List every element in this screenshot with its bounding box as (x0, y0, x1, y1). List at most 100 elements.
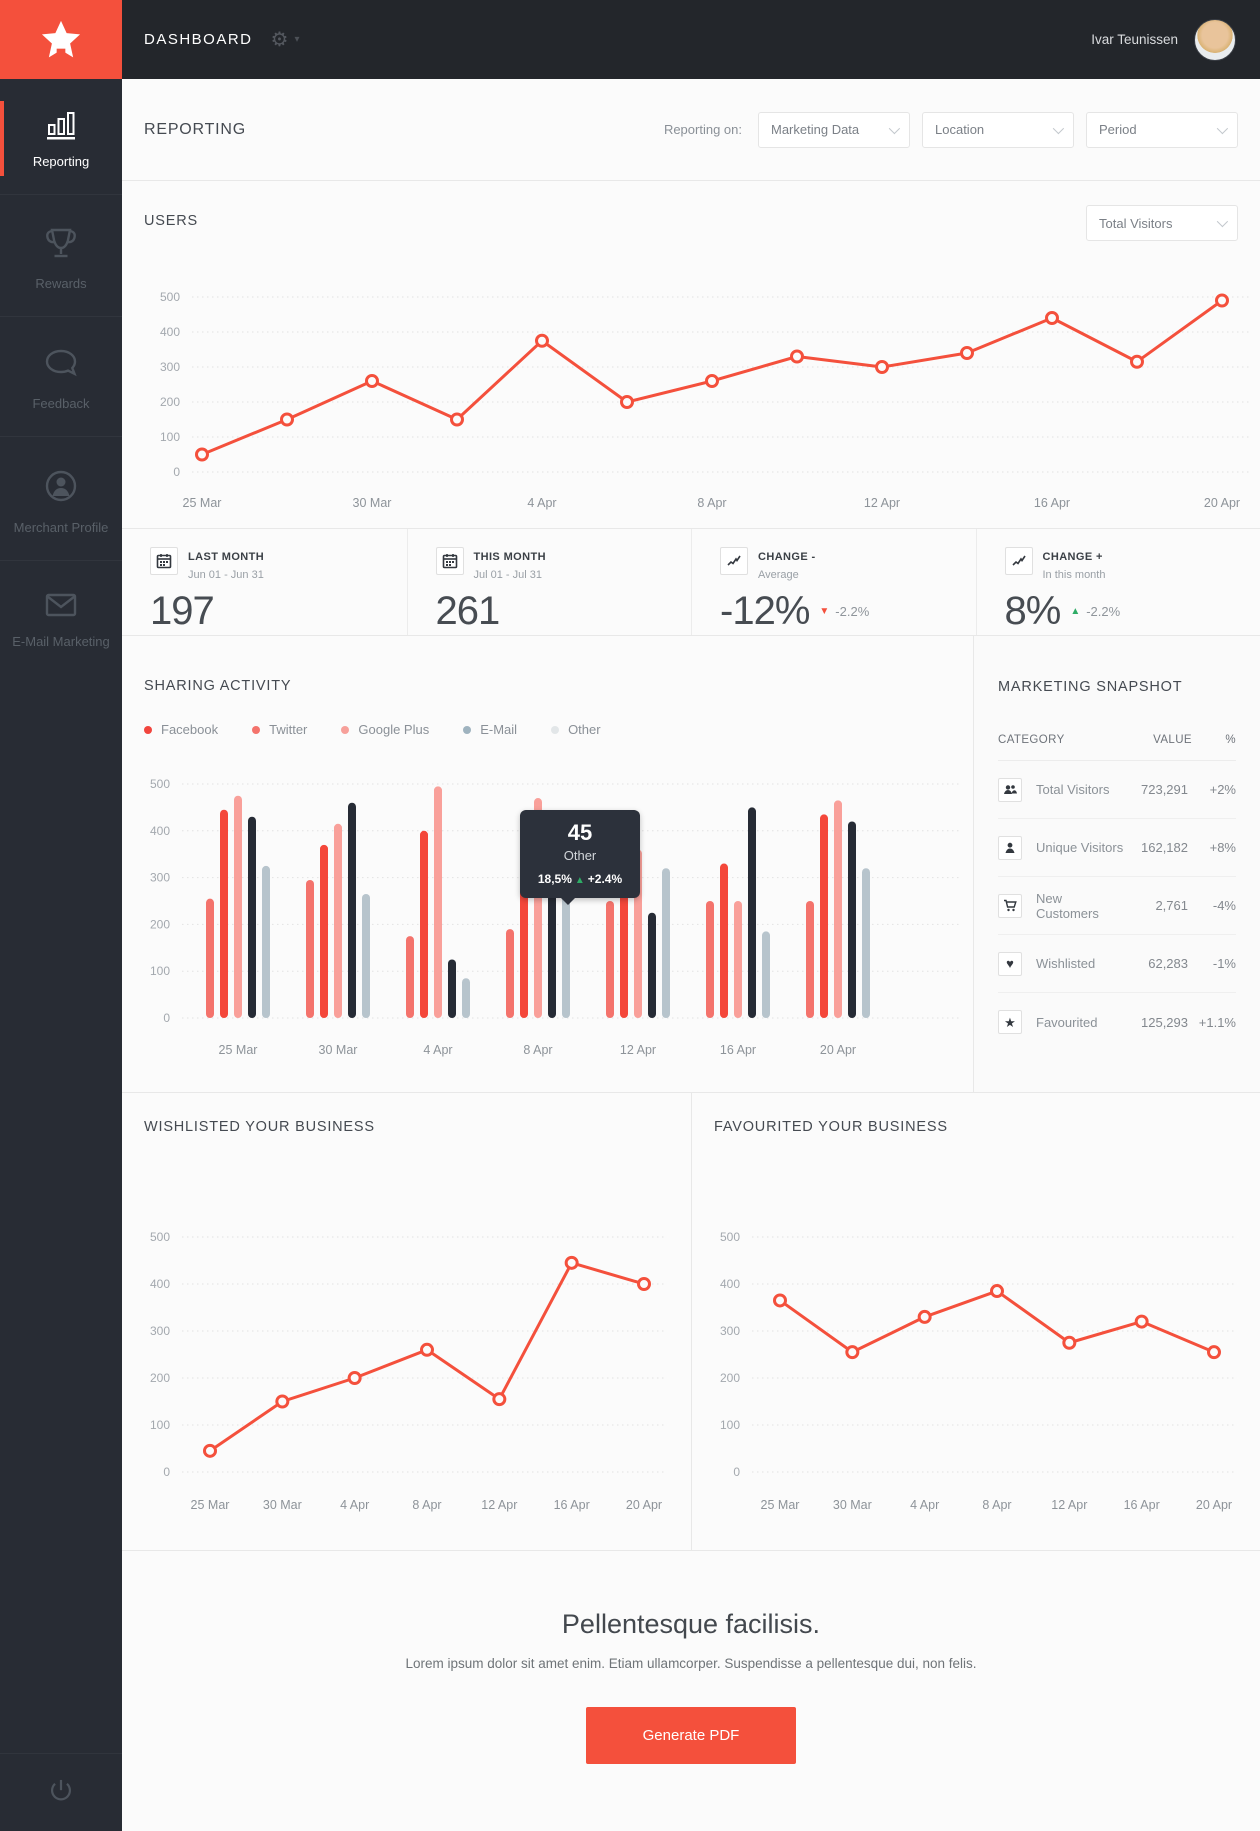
table-row[interactable]: Unique Visitors 162,182 +8% (998, 819, 1236, 877)
legend-item-google-plus[interactable]: Google Plus (341, 722, 429, 737)
chevron-down-icon (888, 122, 901, 134)
stat-change-minus: CHANGE - Average -12% ▼ -2.2% (691, 529, 976, 635)
svg-text:100: 100 (150, 1418, 170, 1432)
select-value: Period (1099, 122, 1137, 137)
trophy-icon (46, 228, 76, 258)
svg-text:30 Mar: 30 Mar (263, 1498, 302, 1512)
sidebar-item-email-marketing[interactable]: E-Mail Marketing (0, 560, 122, 674)
legend-item-facebook[interactable]: Facebook (144, 722, 218, 737)
table-row[interactable]: ♥ Wishlisted 62,283 -1% (998, 935, 1236, 993)
svg-text:16 Apr: 16 Apr (1034, 496, 1070, 510)
svg-text:500: 500 (150, 1230, 170, 1244)
svg-text:200: 200 (150, 1371, 170, 1385)
logout-button[interactable] (0, 1753, 122, 1831)
svg-text:400: 400 (160, 325, 180, 339)
stat-change-plus: CHANGE + In this month 8% ▲ -2.2% (975, 529, 1260, 635)
svg-text:300: 300 (150, 1324, 170, 1338)
bottom-charts-section: WISHLISTED YOUR BUSINESS 0 100 200 300 400 50… (122, 1093, 1260, 1551)
middle-section: SHARING ACTIVITY Facebook Twitter Google… (122, 636, 1260, 1093)
sidebar-item-label: Merchant Profile (13, 520, 109, 535)
wishlisted-panel: WISHLISTED YOUR BUSINESS 0 100 200 300 400 50… (122, 1093, 691, 1550)
person-icon (998, 835, 1022, 860)
row-category: Total Visitors (1036, 782, 1110, 797)
app-logo[interactable] (0, 0, 122, 79)
svg-text:8 Apr: 8 Apr (982, 1498, 1011, 1512)
marketing-snapshot-title: MARKETING SNAPSHOT (998, 679, 1183, 695)
legend-dot (551, 725, 560, 734)
tooltip-arrow-icon (560, 897, 576, 905)
footer-subtitle: Lorem ipsum dolor sit amet enim. Etiam u… (405, 1656, 977, 1671)
legend-dot (252, 725, 261, 734)
settings-gear-icon[interactable]: ⚙ (270, 28, 289, 51)
row-category: Wishlisted (1036, 956, 1096, 971)
legend-label: Facebook (161, 722, 219, 737)
legend-label: Google Plus (358, 722, 430, 737)
row-percent: +1.1% (1198, 1014, 1236, 1030)
sidebar-item-merchant-profile[interactable]: Merchant Profile (0, 436, 122, 560)
sharing-bar-chart[interactable]: 0 100 200 300 400 500 25 Mar 30 Mar 4 Apr 8 Apr 12… (122, 736, 973, 1066)
sharing-activity-title: SHARING ACTIVITY (144, 678, 292, 694)
column-category: CATEGORY (998, 734, 1065, 746)
sidebar-item-reporting[interactable]: Reporting (0, 79, 122, 194)
svg-text:12 Apr: 12 Apr (864, 496, 900, 510)
power-icon (50, 1779, 72, 1801)
svg-text:25 Mar: 25 Mar (183, 496, 222, 510)
users-line-chart[interactable]: 0 100 200 300 400 500 25 Mar 30 Mar 4 Apr 8 Apr 12… (122, 257, 1260, 527)
trend-line-icon (720, 547, 748, 575)
stat-value: 261 (435, 589, 501, 633)
svg-text:0: 0 (163, 1465, 170, 1479)
table-row[interactable]: ★ Favourited 125,293 +1.1% (998, 993, 1236, 1051)
chevron-down-icon (1052, 122, 1065, 134)
speech-bubble-icon (45, 349, 77, 377)
triangle-up-icon: ▲ (1070, 606, 1081, 617)
legend-item-email[interactable]: E-Mail (463, 722, 517, 737)
select-value: Total Visitors (1099, 215, 1173, 231)
svg-text:4 Apr: 4 Apr (340, 1498, 369, 1512)
period-select[interactable]: Period (1086, 111, 1238, 148)
legend-dot (144, 725, 152, 734)
favourited-line-chart[interactable]: 0 100 200 300 400 500 25 Mar 30 Mar 4 Apr 8 Apr 12… (692, 1153, 1260, 1549)
table-row[interactable]: New Customers 2,761 -4% (998, 877, 1236, 935)
tooltip-stats: 18,5% ▲ +2.4% (526, 872, 634, 886)
tooltip-value: 45 (567, 820, 593, 845)
svg-text:30 Mar: 30 Mar (353, 496, 392, 510)
svg-text:8 Apr: 8 Apr (412, 1498, 441, 1512)
total-visitors-select[interactable]: Total Visitors (1086, 205, 1238, 241)
user-avatar[interactable] (1194, 18, 1236, 61)
location-select[interactable]: Location (922, 111, 1074, 148)
svg-text:25 Mar: 25 Mar (761, 1498, 800, 1512)
wishlisted-line-chart[interactable]: 0 100 200 300 400 500 25 Mar 30 Mar 4 Apr 8 Apr 12… (122, 1153, 691, 1549)
app-title: DASHBOARD (144, 31, 253, 48)
legend-item-other[interactable]: Other (551, 722, 601, 737)
svg-text:200: 200 (160, 395, 180, 409)
settings-caret-icon[interactable]: ▾ (294, 34, 300, 45)
svg-text:20 Apr: 20 Apr (1196, 1498, 1232, 1512)
svg-text:500: 500 (150, 777, 170, 791)
wishlisted-title: WISHLISTED YOUR BUSINESS (144, 1119, 375, 1135)
stat-label: THIS MONTH (473, 551, 546, 563)
svg-text:4 Apr: 4 Apr (527, 496, 556, 510)
legend-label: E-Mail (480, 722, 518, 737)
tooltip-label: Other (563, 848, 597, 863)
snapshot-table-header: CATEGORY VALUE % (998, 734, 1236, 761)
stat-sublabel: Jun 01 - Jun 31 (188, 569, 264, 581)
svg-text:16 Apr: 16 Apr (554, 1498, 590, 1512)
sharing-activity-panel: SHARING ACTIVITY Facebook Twitter Google… (122, 636, 973, 1092)
legend-item-twitter[interactable]: Twitter (252, 722, 307, 737)
stats-row: LAST MONTH Jun 01 - Jun 31 197 THIS MONT… (122, 529, 1260, 636)
calendar-icon (435, 547, 464, 575)
reporting-on-select[interactable]: Marketing Data (758, 111, 910, 148)
sharing-legend: Facebook Twitter Google Plus E-Mail Othe… (144, 722, 601, 737)
sidebar-item-rewards[interactable]: Rewards (0, 194, 122, 316)
stat-value: 197 (150, 589, 215, 633)
table-row[interactable]: Total Visitors 723,291 +2% (998, 761, 1236, 819)
sidebar-item-feedback[interactable]: Feedback (0, 316, 122, 436)
generate-pdf-button[interactable]: Generate PDF (586, 1707, 796, 1764)
tooltip-delta: +2.4% (587, 872, 623, 886)
sidebar-item-label: Rewards (35, 276, 87, 291)
svg-text:400: 400 (150, 1277, 170, 1291)
stat-label: LAST MONTH (188, 551, 265, 563)
svg-text:8 Apr: 8 Apr (697, 496, 726, 510)
svg-text:300: 300 (150, 871, 170, 885)
user-name[interactable]: Ivar Teunissen (1091, 32, 1178, 47)
